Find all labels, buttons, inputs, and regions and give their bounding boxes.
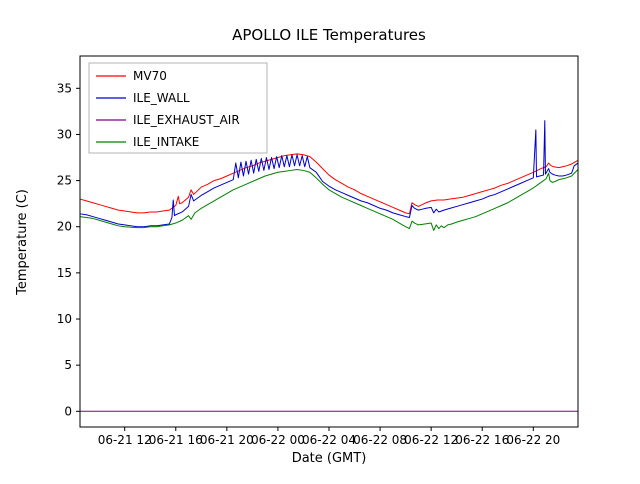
x-tick-label: 06-22 00 (251, 433, 305, 447)
y-tick-label: 25 (57, 174, 72, 188)
y-tick-label: 20 (57, 220, 72, 234)
y-tick-label: 35 (57, 81, 72, 95)
legend-box (88, 62, 268, 154)
y-tick-label: 30 (57, 127, 72, 141)
x-tick-label: 06-21 16 (149, 433, 203, 447)
chart-title: APOLLO ILE Temperatures (232, 26, 426, 44)
legend-label-ILE_INTAKE: ILE_INTAKE (133, 135, 199, 149)
x-tick-label: 06-22 20 (506, 433, 560, 447)
x-tick-label: 06-22 12 (404, 433, 458, 447)
y-tick-label: 5 (64, 358, 72, 372)
series-line-ILE_INTAKE (79, 169, 579, 231)
y-tick-label: 15 (57, 266, 72, 280)
y-axis-label: Temperature (C) (15, 189, 30, 296)
x-axis-label: Date (GMT) (292, 451, 367, 466)
x-tick-label: 06-22 16 (455, 433, 509, 447)
x-tick-label: 06-21 12 (98, 433, 152, 447)
series-line-MV70 (79, 153, 579, 215)
y-tick-label: 10 (57, 312, 72, 326)
y-tick-label: 0 (64, 404, 72, 418)
legend-label-ILE_EXHAUST_AIR: ILE_EXHAUST_AIR (133, 113, 240, 127)
legend-label-MV70: MV70 (133, 69, 167, 83)
x-tick-label: 06-21 20 (200, 433, 254, 447)
x-tick-label: 06-22 08 (353, 433, 407, 447)
x-tick-label: 06-22 04 (302, 433, 356, 447)
legend-label-ILE_WALL: ILE_WALL (133, 91, 190, 105)
series-line-ILE_WALL (79, 120, 579, 228)
